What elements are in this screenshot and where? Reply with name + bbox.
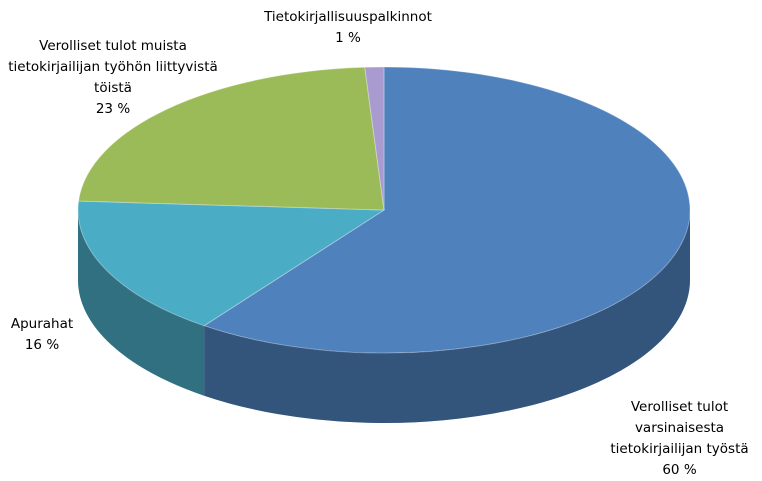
value-label: 16 %	[24, 337, 60, 353]
slice-side	[78, 210, 205, 396]
slice-label: Verolliset tulot varsinaisesta tietokirj…	[597, 397, 762, 481]
slice-label: Tietokirjallisuuspalkinnot 1 %	[228, 7, 468, 49]
category-label: Verolliset tulot varsinaisesta tietokirj…	[610, 399, 749, 457]
slice-side-shade	[204, 210, 691, 423]
slice	[364, 66, 385, 211]
value-label: 1 %	[335, 30, 361, 46]
slice-side-shade	[78, 210, 205, 396]
slice	[78, 66, 385, 211]
slice	[77, 200, 386, 327]
slice-side	[204, 210, 691, 423]
slice-label: Apurahat 16 %	[2, 314, 82, 356]
category-label: Tietokirjallisuuspalkinnot	[264, 9, 432, 25]
slice	[202, 66, 691, 354]
value-label: 60 %	[662, 462, 697, 478]
value-label: 23 %	[95, 101, 131, 117]
category-label: Apurahat	[10, 316, 74, 332]
category-label: Verolliset tulot muista tietokirjailijan…	[8, 38, 218, 96]
slice-label: Verolliset tulot muista tietokirjailijan…	[8, 36, 218, 120]
